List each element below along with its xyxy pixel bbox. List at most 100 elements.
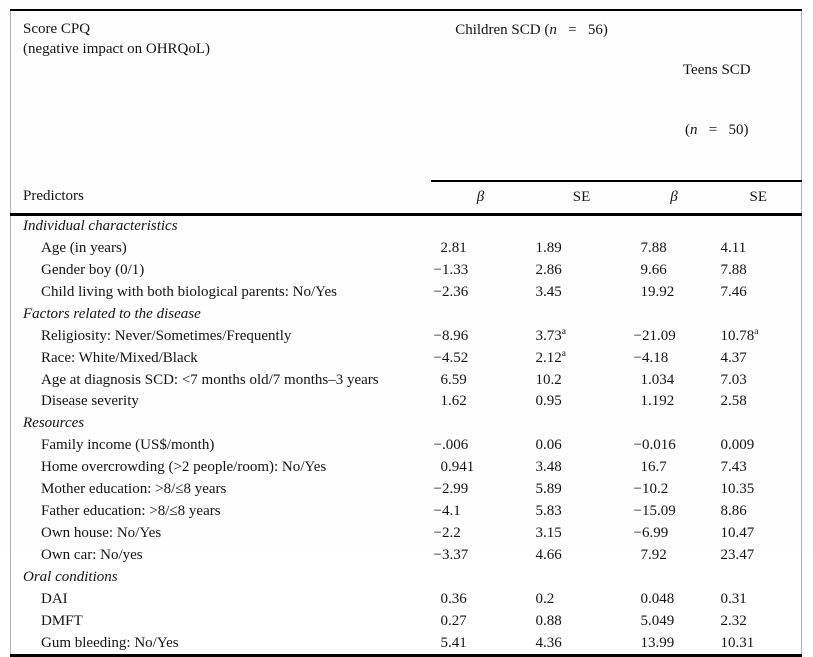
- value-cell: 10.31: [716, 632, 802, 655]
- value-cell: 10.47: [716, 523, 802, 545]
- value-cell: 0.88: [531, 610, 633, 632]
- predictor-label: Race: White/Mixed/Black: [41, 349, 198, 366]
- value-cell: 7.92: [633, 545, 716, 567]
- value-text: 7.46: [720, 283, 747, 300]
- value-text: 10.2: [535, 371, 562, 388]
- value-text: 7.43: [720, 459, 747, 476]
- value-text: 0.88: [535, 612, 562, 629]
- value-cell: 8.86: [716, 501, 802, 523]
- value-cell: −8.96: [431, 325, 531, 347]
- value-text: 9.66: [640, 261, 667, 278]
- value-text: 16.7: [640, 459, 667, 476]
- value-cell: 3.15: [531, 523, 633, 545]
- value-cell: 3.48: [531, 457, 633, 479]
- value-cell: 0.941: [431, 457, 531, 479]
- value-cell: 2.58: [716, 391, 802, 413]
- value-cell: 0.95: [531, 391, 633, 413]
- table-row: Home overcrowding (>2 people/room): No/Y…: [11, 457, 802, 479]
- section-label: Resources: [23, 415, 85, 432]
- value-text: 7.88: [640, 239, 667, 256]
- table-row: Race: White/Mixed/Black −4.52 2.12a −4.18 4.…: [11, 347, 802, 369]
- value-text: 1.89: [535, 239, 562, 256]
- value-text: 0.95: [535, 393, 562, 410]
- section-label: Factors related to the disease: [23, 305, 201, 322]
- table-row: Gum bleeding: No/Yes 5.41 4.36 13.99 10.31: [11, 632, 802, 655]
- value-cell: −4.18: [633, 347, 716, 369]
- value-text: 3.48: [535, 459, 562, 476]
- value-text: 10.47: [720, 525, 755, 542]
- value-cell: −2.36: [431, 281, 531, 303]
- group-header-children-scd: Children SCD (n = 56): [430, 10, 633, 182]
- results-table: Score CPQ (negative impact on OHRQoL) Ch…: [10, 9, 803, 657]
- value-text: 4.36: [535, 634, 562, 651]
- value-cell: 2.81: [431, 237, 531, 259]
- value-cell: −2.2: [431, 523, 531, 545]
- value-cell: −4.1: [431, 501, 531, 523]
- value-text: −4.1: [433, 503, 461, 520]
- value-text: 3.15: [535, 525, 562, 542]
- value-text: −0.016: [633, 437, 676, 454]
- table-row: Father education: >8/≤8 years −4.1 5.83 −15…: [11, 501, 802, 523]
- value-text: 6.59: [440, 371, 467, 388]
- value-text: 10.35: [720, 481, 755, 498]
- table-row: Religiosity: Never/Sometimes/Frequently −…: [11, 325, 802, 347]
- table-row: Child living with both biological parent…: [11, 281, 802, 303]
- value-text: 13.99: [640, 634, 675, 651]
- value-text: 2.81: [440, 239, 467, 256]
- value-text: −15.09: [633, 503, 676, 520]
- value-text: 7.88: [720, 261, 747, 278]
- value-text: 1.192: [640, 393, 675, 410]
- value-cell: 19.92: [633, 281, 716, 303]
- value-text: 10.31: [720, 634, 755, 651]
- table-row: Gender boy (0/1) −1.33 2.86 9.66 7.88: [11, 259, 802, 281]
- value-text: 2.58: [720, 393, 747, 410]
- value-cell: −3.37: [431, 545, 531, 567]
- section-row: Individual characteristics: [11, 214, 802, 237]
- value-cell: −2.99: [431, 479, 531, 501]
- section-label: Oral conditions: [23, 568, 118, 585]
- section-row: Factors related to the disease: [11, 303, 802, 325]
- value-cell: 0.31: [716, 588, 802, 610]
- value-cell: 0.009: [716, 435, 802, 457]
- value-cell: 7.88: [716, 259, 802, 281]
- predictor-label: DAI: [41, 590, 68, 607]
- value-cell: −15.09: [633, 501, 716, 523]
- predictor-label: Own house: No/Yes: [41, 525, 162, 542]
- value-cell: 16.7: [633, 457, 716, 479]
- value-cell: 5.89: [531, 479, 633, 501]
- table-title: Score CPQ (negative impact on OHRQoL): [11, 10, 431, 181]
- predictors-header: Predictors: [10, 181, 431, 216]
- predictor-label: DMFT: [41, 612, 83, 629]
- value-text: 19.92: [640, 283, 675, 300]
- value-text: 0.048: [640, 590, 675, 607]
- value-text: 1.034: [640, 371, 675, 388]
- value-cell: −0.016: [633, 435, 716, 457]
- value-text: 23.47: [720, 547, 755, 564]
- value-cell: 2.86: [531, 259, 633, 281]
- section-row: Oral conditions: [11, 567, 802, 589]
- value-text: 0.31: [720, 590, 747, 607]
- se-header-children: SE: [530, 181, 633, 216]
- table-body: Individual characteristics Age (in years)…: [11, 214, 802, 656]
- value-cell: 2.32: [716, 610, 802, 632]
- table-title-line1: Score CPQ: [23, 21, 91, 37]
- value-cell: 7.03: [716, 369, 802, 391]
- table-row: DAI 0.36 0.2 0.048 0.31: [11, 588, 802, 610]
- value-cell: 9.66: [633, 259, 716, 281]
- group1-n: n: [549, 22, 557, 38]
- group-header-teens-scd: Teens SCD (n = 50): [632, 10, 802, 182]
- table-title-line2: (negative impact on OHRQoL): [23, 41, 211, 57]
- value-text: −1.33: [433, 261, 469, 278]
- value-text: −6.99: [633, 525, 669, 542]
- value-cell: 1.89: [531, 237, 633, 259]
- value-cell: 4.66: [531, 545, 633, 567]
- predictor-label: Age (in years): [41, 239, 127, 256]
- value-cell: 10.2: [531, 369, 633, 391]
- group2-line1: Teens SCD: [682, 62, 751, 78]
- value-cell: 23.47: [716, 545, 802, 567]
- footnote-marker: a: [561, 326, 566, 337]
- value-text: −3.37: [433, 547, 469, 564]
- predictor-label: Own car: No/yes: [41, 547, 143, 564]
- table-row: Age (in years) 2.81 1.89 7.88 4.11: [11, 237, 802, 259]
- value-text: 0.2: [535, 590, 555, 607]
